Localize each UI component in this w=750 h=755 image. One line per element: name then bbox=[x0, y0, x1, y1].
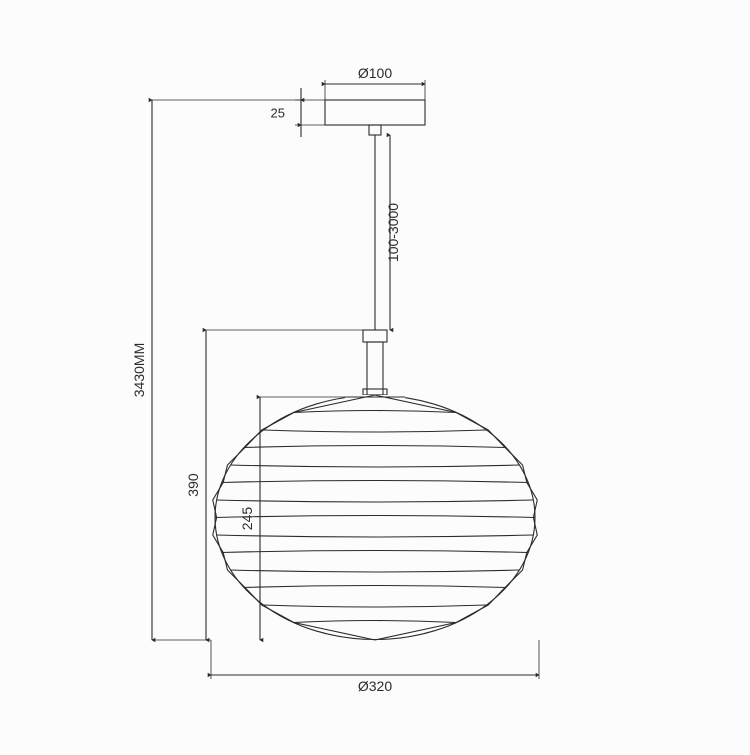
technical-drawing: Ø100 25 100-3000 3430MM 390 245 Ø320 bbox=[0, 0, 750, 750]
dimension-lines: Ø100 25 100-3000 3430MM 390 245 Ø320 bbox=[131, 65, 539, 694]
svg-text:245: 245 bbox=[239, 507, 255, 531]
svg-text:Ø320: Ø320 bbox=[358, 678, 392, 694]
svg-text:25: 25 bbox=[271, 106, 285, 121]
svg-text:3430MM: 3430MM bbox=[131, 343, 147, 397]
svg-text:100-3000: 100-3000 bbox=[385, 203, 401, 262]
lamp-outline bbox=[215, 100, 535, 640]
svg-text:390: 390 bbox=[185, 473, 201, 497]
svg-text:Ø100: Ø100 bbox=[358, 65, 392, 81]
